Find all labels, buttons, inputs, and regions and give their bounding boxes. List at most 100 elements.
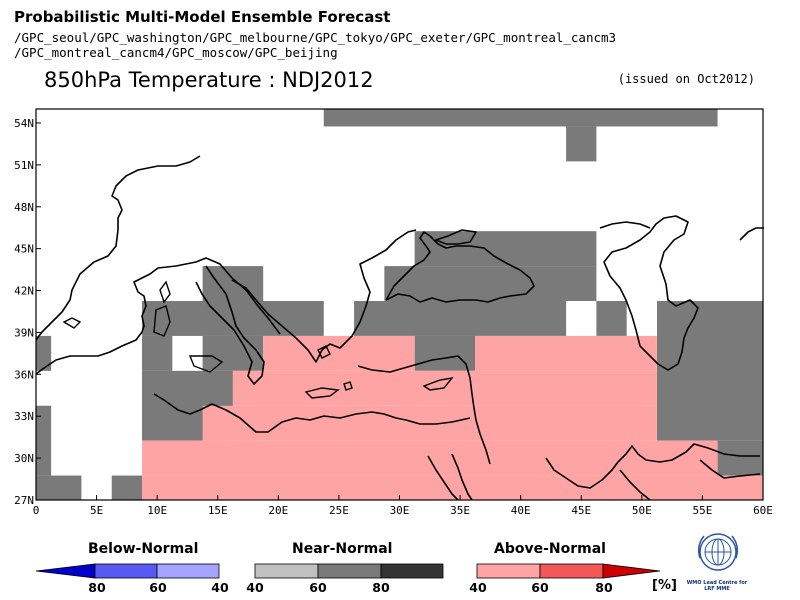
near-normal-cell <box>414 231 597 267</box>
island-cyprus <box>422 377 454 391</box>
coastline-italy-boot <box>195 265 265 385</box>
near-normal-cell <box>202 335 264 371</box>
legend-tick-below-80: 80 <box>88 580 106 595</box>
legend-label-above: Above-Normal <box>494 541 606 557</box>
lon-tick-label: 30E <box>390 504 410 517</box>
legend-below-60 <box>94 563 158 579</box>
near-normal-cell <box>384 266 597 302</box>
legend-label-near: Near-Normal <box>292 541 393 557</box>
lon-tick-label: 25E <box>329 504 349 517</box>
island-crete <box>304 387 340 399</box>
lat-tick-label: 39N <box>14 326 34 339</box>
model-list: /GPC_seoul/GPC_washington/GPC_melbourne/… <box>14 30 616 60</box>
island-aegean <box>317 345 331 359</box>
lat-tick-label: 30N <box>14 452 34 465</box>
coastline-crimea <box>435 229 477 245</box>
lon-tick-label: 10E <box>147 504 167 517</box>
wmo-caption-line-1: WMO Lead Centre for <box>686 580 748 586</box>
legend-tick-below-40: 40 <box>211 580 229 595</box>
legend-above-normal <box>476 563 661 579</box>
near-normal-cell <box>656 301 763 441</box>
lon-tick-label: 0 <box>33 504 40 517</box>
island-sicily <box>188 355 224 373</box>
lon-tick-label: 20E <box>268 504 288 517</box>
wmo-logo <box>697 533 739 571</box>
coastline-black-sea <box>385 231 535 303</box>
coastline-caspian-north <box>599 221 651 229</box>
issued-date: (issued on Oct2012) <box>617 72 755 86</box>
near-normal-cell <box>414 335 476 371</box>
legend-near-60 <box>317 563 382 579</box>
islands <box>62 280 454 399</box>
legend-tick-near-80: 80 <box>372 580 390 595</box>
legend-near-40 <box>254 563 319 579</box>
coastline-northwest-africa <box>35 155 201 341</box>
coastline-arabia-south <box>619 469 651 501</box>
coastline-anatolia-levant <box>357 355 491 465</box>
model-list-line-2: /GPC_montreal_cancm4/GPC_moscow/GPC_beij… <box>14 45 338 60</box>
above-normal-cell <box>475 335 657 371</box>
near-normal-cell <box>36 335 52 371</box>
lon-tick-label: 60E <box>753 504 773 517</box>
legend-tick-below-60: 60 <box>149 580 167 595</box>
lat-tick-label: 33N <box>14 410 34 423</box>
lat-tick-label: 27N <box>14 494 34 507</box>
near-normal-cell <box>111 475 143 500</box>
island-dodecanese <box>343 381 353 391</box>
lat-tick-label: 42N <box>14 285 34 298</box>
forecast-title: Probabilistic Multi-Model Ensemble Forec… <box>14 8 391 26</box>
near-normal-cell <box>566 126 597 162</box>
coastline-red-sea-east <box>451 453 473 501</box>
legend-below-40 <box>156 563 220 579</box>
near-normal-cell <box>36 475 82 500</box>
coastline-iberia-north-africa <box>35 257 281 375</box>
lon-tick-label: 40E <box>511 504 531 517</box>
near-normal-cell <box>323 109 718 127</box>
near-normal-cell <box>354 301 567 336</box>
latitude-axis: 27N 30N 33N 36N 39N 42N 45N 48N 51N 54N <box>14 117 41 507</box>
legend-below-normal <box>35 563 220 579</box>
above-normal-cell <box>142 475 764 500</box>
legend-near-80 <box>380 563 444 579</box>
legend-label-below: Below-Normal <box>88 541 199 557</box>
legend-below-arrow <box>35 563 96 579</box>
near-normal-cell <box>596 301 627 336</box>
coastline-zagros <box>699 459 761 479</box>
lat-tick-label: 36N <box>14 368 34 381</box>
model-list-line-1: /GPC_seoul/GPC_washington/GPC_melbourne/… <box>14 30 617 45</box>
lat-tick-label: 45N <box>14 243 34 256</box>
legend-near-normal <box>254 563 444 579</box>
island-balearic <box>62 317 82 329</box>
legend-tick-above-80: 80 <box>595 580 613 595</box>
lat-tick-label: 54N <box>14 117 34 130</box>
map-title: 850hPa Temperature : NDJ2012 <box>44 68 374 92</box>
lon-tick-label: 45E <box>571 504 591 517</box>
longitude-axis: 0 5E 10E 15E 20E 25E 30E 35E 40E 45E 50E 55E 60E <box>33 495 773 517</box>
lon-tick-label: 5E <box>90 504 103 517</box>
lon-tick-label: 50E <box>632 504 652 517</box>
legend-above-40 <box>476 563 541 579</box>
legend-tick-above-60: 60 <box>531 580 549 595</box>
legend-tick-near-60: 60 <box>309 580 327 595</box>
near-normal-cell <box>142 301 324 336</box>
lat-tick-label: 51N <box>14 159 34 172</box>
legend-tick-near-40: 40 <box>246 580 264 595</box>
above-normal-cell <box>232 370 657 406</box>
coastline-balkans-adriatic <box>231 229 417 363</box>
lat-tick-label: 48N <box>14 201 34 214</box>
coastlines <box>35 155 764 501</box>
above-normal-cell <box>263 335 415 371</box>
island-corsica <box>159 280 171 304</box>
coastline-urals-caspian <box>739 227 764 241</box>
near-normal-cell <box>717 440 763 476</box>
legend-tick-above-40: 40 <box>469 580 487 595</box>
coastline-persian-gulf <box>545 443 760 489</box>
legend-above-arrow <box>602 563 661 579</box>
island-sardinia <box>153 305 171 337</box>
wmo-caption-line-2: LRF MME <box>704 586 730 592</box>
above-normal-cell <box>202 405 657 441</box>
lon-tick-label: 15E <box>208 504 228 517</box>
lon-tick-label: 55E <box>692 504 712 517</box>
legend-unit: [%] <box>652 578 677 593</box>
